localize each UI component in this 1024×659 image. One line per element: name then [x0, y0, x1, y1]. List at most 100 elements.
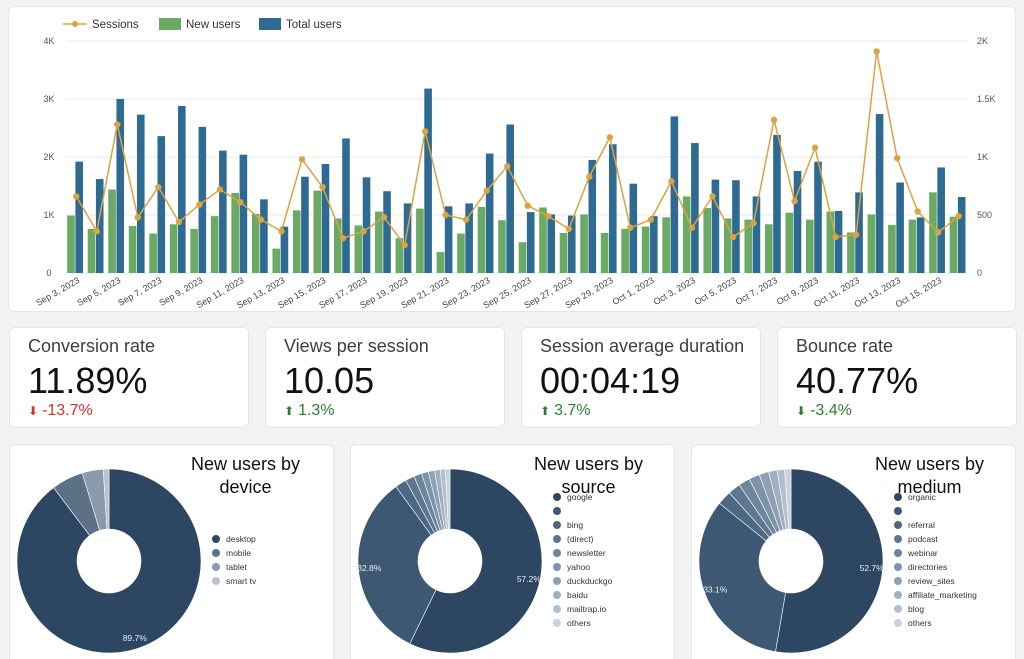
point-sessions	[524, 202, 531, 209]
legend-item[interactable]: affiliate_marketing	[894, 588, 977, 602]
legend-item[interactable]	[894, 504, 977, 518]
x-axis-tick: Oct 3, 2023	[652, 275, 697, 307]
bar-new-users	[436, 252, 445, 273]
legend-new-users-label: New users	[186, 19, 241, 31]
x-axis-tick: Sep 7, 2023	[116, 275, 163, 308]
bar-new-users	[190, 228, 198, 273]
point-sessions	[257, 216, 265, 223]
point-sessions	[770, 116, 778, 124]
x-axis-tick: Oct 7, 2023	[734, 275, 779, 307]
line-sessions	[75, 51, 960, 248]
legend-item[interactable]: smart tv	[212, 574, 256, 588]
bar-total-users	[506, 124, 514, 274]
legend-item[interactable]: newsletter	[553, 546, 612, 560]
legend-item[interactable]: desktop	[212, 532, 256, 546]
bar-total-users	[567, 215, 576, 273]
kpi-conversion-rate[interactable]: Conversion rate 11.89% ⬇ -13.7%	[9, 327, 249, 428]
bar-new-users	[764, 224, 773, 273]
bar-total-users	[875, 114, 884, 273]
pie-card-source: 57.2% 32.8% New users by source google bin…	[350, 444, 675, 659]
legend-item[interactable]: (direct)	[553, 532, 612, 546]
kpi-views-per-session[interactable]: Views per session 10.05 ⬆ 1.3%	[265, 327, 505, 428]
legend-label: referral	[908, 520, 935, 530]
point-sessions	[175, 218, 183, 226]
bar-new-users	[457, 233, 465, 273]
main-chart-card: 0 1K 2K 3K 4K 0 500 1K 1.5K 2K Sep 3, 2023 Sep 5, 2…	[8, 6, 1016, 312]
point-sessions	[114, 121, 121, 128]
bar-total-users	[957, 197, 966, 273]
point-sessions	[360, 228, 367, 235]
source-legend: google bing (direct) newsletter yahoo duckduc…	[553, 490, 612, 630]
device-donut-chart: 89.7%	[16, 468, 202, 654]
pie-data-label: 33.1%	[703, 585, 728, 595]
legend-item[interactable]: others	[894, 616, 977, 630]
legend-item[interactable]: google	[553, 490, 612, 504]
bar-new-users	[703, 208, 712, 273]
medium-donut-chart: 52.7% 33.1%	[698, 468, 884, 654]
point-sessions	[380, 214, 388, 221]
legend-item[interactable]: others	[553, 616, 612, 630]
legend-swatch	[553, 605, 561, 613]
bar-total-users	[239, 154, 248, 273]
kpi-value: 10.05	[284, 360, 375, 401]
legend-item[interactable]: duckduckgo	[553, 574, 612, 588]
bar-new-users	[908, 219, 917, 273]
legend-item[interactable]: podcast	[894, 532, 977, 546]
legend-item[interactable]: review_sites	[894, 574, 977, 588]
legend-item[interactable]	[553, 504, 612, 518]
legend-swatch	[894, 619, 902, 627]
bar-total-users	[136, 114, 145, 273]
legend-item[interactable]: blog	[894, 602, 977, 616]
bar-total-users	[198, 126, 207, 273]
legend-swatch	[894, 521, 902, 529]
legend-label: smart tv	[226, 576, 257, 586]
bar-total-users	[75, 161, 83, 273]
legend-item[interactable]: baidu	[553, 588, 612, 602]
arrow-down-icon: ⬇	[796, 404, 807, 418]
legend-swatch	[894, 605, 902, 613]
bar-new-users	[949, 216, 958, 273]
bar-new-users	[67, 215, 75, 273]
pie-slice	[409, 468, 543, 654]
legend-swatch	[553, 493, 561, 501]
legend-swatch	[894, 493, 902, 501]
point-sessions	[319, 183, 326, 191]
legend-swatch	[553, 521, 561, 529]
legend-swatch	[553, 591, 561, 599]
point-sessions	[750, 219, 757, 227]
bar-total-users	[608, 144, 617, 273]
point-sessions	[298, 156, 306, 163]
bar-total-users	[937, 167, 945, 273]
bar-new-users	[477, 206, 486, 273]
device-legend: desktop mobile tablet smart tv	[212, 532, 256, 588]
bar-total-users	[670, 116, 679, 274]
bar-new-users	[395, 238, 404, 273]
legend-swatch	[553, 535, 561, 543]
x-axis-tick: Sep 5, 2023	[75, 275, 122, 308]
legend-item[interactable]: tablet	[212, 560, 256, 574]
legend-item[interactable]: bing	[553, 518, 612, 532]
legend-label: others	[908, 618, 932, 628]
left-axis-tick: 2K	[43, 152, 54, 162]
kpi-title: Views per session	[284, 336, 429, 356]
legend-item[interactable]: webinar	[894, 546, 977, 560]
bar-total-users	[526, 212, 535, 273]
legend-item[interactable]: mobile	[212, 546, 256, 560]
bar-new-users	[641, 226, 650, 273]
legend-label: bing	[567, 520, 584, 530]
legend-label: google	[567, 492, 593, 502]
legend-item[interactable]: referral	[894, 518, 977, 532]
kpi-title: Bounce rate	[796, 336, 894, 356]
bar-total-users	[178, 105, 186, 274]
legend-item[interactable]: directories	[894, 560, 977, 574]
kpi-session-average-duration[interactable]: Session average duration 00:04:19 ⬆ 3.7%	[521, 327, 761, 428]
bar-new-users	[662, 217, 670, 273]
kpi-delta: ⬆ 1.3%	[284, 402, 335, 419]
legend-item[interactable]: organic	[894, 490, 977, 504]
point-sessions	[729, 233, 737, 241]
legend-item[interactable]: mailtrap.io	[553, 602, 612, 616]
left-axis-tick: 1K	[43, 210, 54, 220]
kpi-bounce-rate[interactable]: Bounce rate 40.77% ⬇ -3.4%	[777, 327, 1017, 428]
pie-slice	[102, 468, 110, 530]
legend-item[interactable]: yahoo	[553, 560, 612, 574]
